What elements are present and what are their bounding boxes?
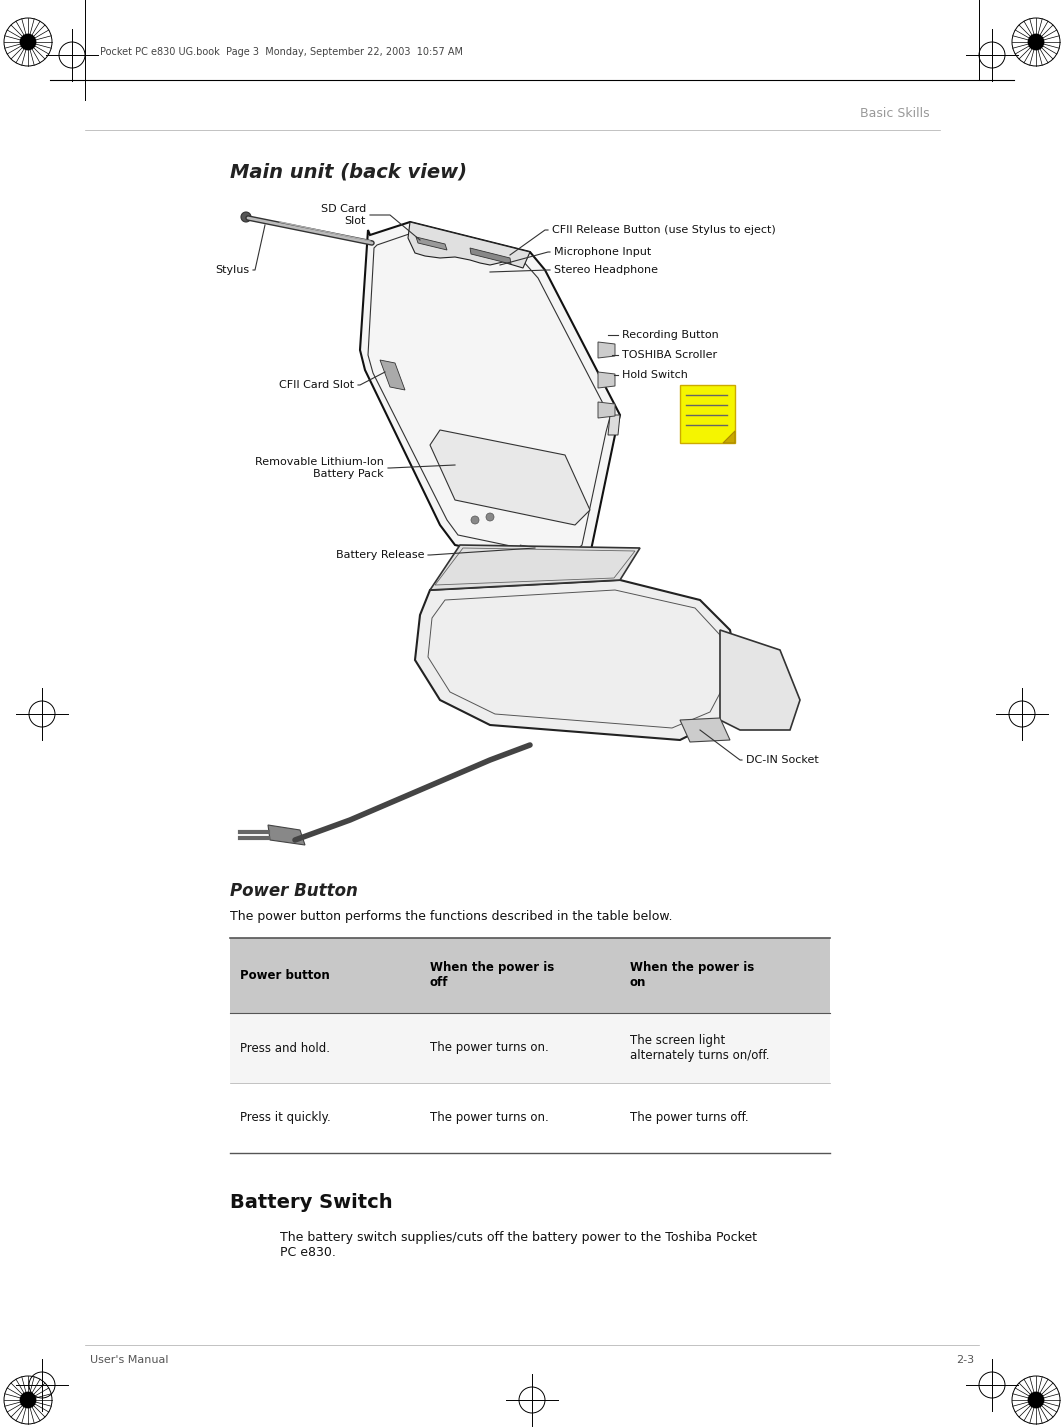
- Polygon shape: [408, 221, 530, 268]
- Circle shape: [471, 516, 479, 524]
- Text: The battery switch supplies/cuts off the battery power to the Toshiba Pocket
PC : The battery switch supplies/cuts off the…: [280, 1231, 757, 1259]
- Polygon shape: [598, 403, 615, 418]
- Polygon shape: [680, 718, 730, 743]
- Polygon shape: [380, 360, 405, 390]
- Text: Hold Switch: Hold Switch: [622, 370, 687, 380]
- Polygon shape: [724, 431, 735, 443]
- Text: The power button performs the functions described in the table below.: The power button performs the functions …: [230, 910, 672, 922]
- Text: Stereo Headphone: Stereo Headphone: [554, 266, 658, 276]
- Text: The power turns on.: The power turns on.: [430, 1111, 549, 1124]
- Polygon shape: [430, 545, 641, 590]
- Text: Recording Button: Recording Button: [622, 330, 719, 340]
- Text: Microphone Input: Microphone Input: [554, 247, 651, 257]
- Bar: [230, 1012, 830, 1082]
- Bar: [230, 1082, 830, 1152]
- Text: The screen light
alternately turns on/off.: The screen light alternately turns on/of…: [630, 1034, 769, 1062]
- Text: Power Button: Power Button: [230, 883, 358, 900]
- Circle shape: [19, 34, 36, 50]
- Text: When the power is
off: When the power is off: [430, 961, 554, 990]
- Bar: [680, 386, 735, 443]
- Text: CFII Release Button (use Stylus to eject): CFII Release Button (use Stylus to eject…: [552, 226, 776, 236]
- Text: CFII Card Slot: CFII Card Slot: [279, 380, 354, 390]
- Text: Stylus: Stylus: [215, 266, 249, 276]
- Text: TOSHIBA Scroller: TOSHIBA Scroller: [622, 350, 717, 360]
- Text: Press it quickly.: Press it quickly.: [240, 1111, 331, 1124]
- Polygon shape: [720, 630, 800, 730]
- Text: 2-3: 2-3: [955, 1355, 974, 1365]
- Polygon shape: [598, 373, 615, 388]
- Circle shape: [242, 211, 251, 221]
- Text: Main unit (back view): Main unit (back view): [230, 163, 467, 181]
- Text: SD Card
Slot: SD Card Slot: [320, 204, 366, 226]
- Text: Pocket PC e830 UG.book  Page 3  Monday, September 22, 2003  10:57 AM: Pocket PC e830 UG.book Page 3 Monday, Se…: [100, 47, 463, 57]
- Polygon shape: [360, 221, 620, 570]
- Text: The power turns off.: The power turns off.: [630, 1111, 749, 1124]
- Polygon shape: [598, 341, 615, 358]
- Text: When the power is
on: When the power is on: [630, 961, 754, 990]
- Polygon shape: [520, 545, 565, 560]
- Text: Battery Release: Battery Release: [335, 550, 423, 560]
- Polygon shape: [416, 237, 447, 250]
- Circle shape: [19, 1392, 36, 1408]
- Text: Press and hold.: Press and hold.: [240, 1041, 330, 1054]
- Polygon shape: [608, 416, 620, 436]
- Circle shape: [1028, 34, 1045, 50]
- Text: Removable Lithium-Ion
Battery Pack: Removable Lithium-Ion Battery Pack: [255, 457, 384, 478]
- Polygon shape: [268, 825, 305, 845]
- Polygon shape: [470, 248, 511, 264]
- Text: User's Manual: User's Manual: [90, 1355, 168, 1365]
- Text: DC-IN Socket: DC-IN Socket: [746, 755, 819, 765]
- Text: Power button: Power button: [240, 970, 330, 982]
- Bar: [230, 938, 830, 1012]
- Text: Basic Skills: Basic Skills: [861, 107, 930, 120]
- Text: The power turns on.: The power turns on.: [430, 1041, 549, 1054]
- Polygon shape: [415, 580, 739, 740]
- Text: Battery Switch: Battery Switch: [230, 1192, 393, 1212]
- Polygon shape: [430, 430, 591, 526]
- Circle shape: [1028, 1392, 1045, 1408]
- Circle shape: [486, 513, 494, 521]
